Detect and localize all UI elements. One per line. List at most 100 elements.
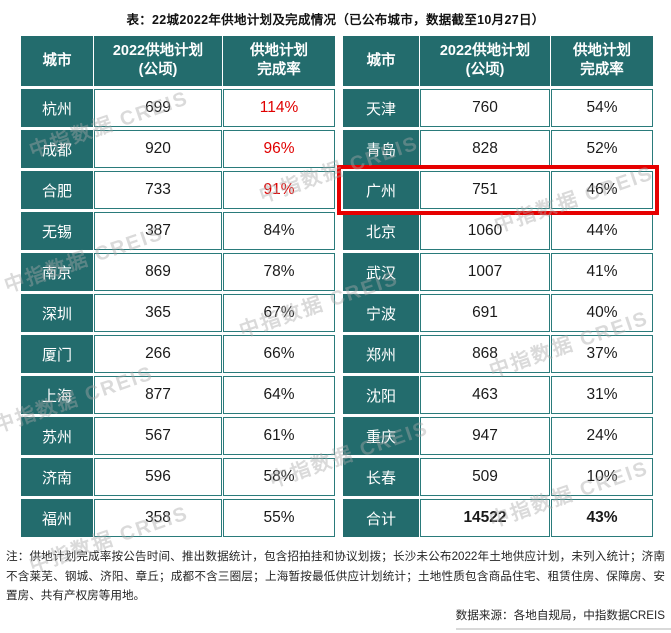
plan-cell: 463 bbox=[420, 376, 550, 414]
header-city-label: 城市 bbox=[366, 52, 396, 69]
rate-cell: 84% bbox=[223, 212, 335, 250]
plan-cell: 691 bbox=[420, 294, 550, 332]
tables-container: 城市 2022供地计划 (公顷) 供地计划 完成率 杭州 699 bbox=[20, 33, 659, 540]
header-plan-line2: (公顷) bbox=[138, 62, 178, 78]
plan-cell: 828 bbox=[420, 130, 550, 168]
header-plan: 2022供地计划 (公顷) bbox=[94, 36, 222, 86]
city-cell: 福州 bbox=[21, 499, 93, 537]
plan-cell: 751 bbox=[420, 171, 550, 209]
plan-cell: 868 bbox=[420, 335, 550, 373]
rate-cell: 52% bbox=[551, 130, 653, 168]
rate-cell: 43% bbox=[551, 499, 653, 537]
table-row: 长春 509 10% bbox=[343, 458, 653, 496]
city-cell: 武汉 bbox=[343, 253, 419, 291]
rate-cell: 78% bbox=[223, 253, 335, 291]
table-row: 武汉 1007 41% bbox=[343, 253, 653, 291]
table-row: 青岛 828 52% bbox=[343, 130, 653, 168]
city-cell: 上海 bbox=[21, 376, 93, 414]
rate-cell: 10% bbox=[551, 458, 653, 496]
header-city-label: 城市 bbox=[42, 52, 72, 69]
rate-cell: 40% bbox=[551, 294, 653, 332]
city-cell: 广州 bbox=[343, 171, 419, 209]
header-rate: 供地计划 完成率 bbox=[223, 36, 335, 86]
city-cell: 济南 bbox=[21, 458, 93, 496]
header-rate-line2: 完成率 bbox=[257, 62, 301, 78]
rate-cell: 46% bbox=[551, 171, 653, 209]
header-plan-line1: 2022供地计划 bbox=[112, 43, 204, 60]
land-supply-table-right: 城市 2022供地计划 (公顷) 供地计划 完成率 天津 760 bbox=[337, 33, 659, 540]
city-cell: 天津 bbox=[343, 89, 419, 127]
plan-cell: 920 bbox=[94, 130, 222, 168]
plan-cell: 358 bbox=[94, 499, 222, 537]
table-body-right: 天津 760 54% 青岛 828 52% 广州 751 46% bbox=[337, 89, 659, 537]
table-row: 郑州 868 37% bbox=[343, 335, 653, 373]
header-plan: 2022供地计划 (公顷) bbox=[420, 36, 550, 86]
city-cell: 成都 bbox=[21, 130, 93, 168]
rate-cell: 58% bbox=[223, 458, 335, 496]
table-row: 北京 1060 44% bbox=[343, 212, 653, 250]
plan-cell: 14522 bbox=[420, 499, 550, 537]
plan-cell: 733 bbox=[94, 171, 222, 209]
land-supply-table-left: 城市 2022供地计划 (公顷) 供地计划 完成率 杭州 699 bbox=[20, 33, 336, 540]
header-row: 城市 2022供地计划 (公顷) 供地计划 完成率 bbox=[343, 36, 653, 86]
header-city: 城市 bbox=[21, 36, 93, 86]
rate-cell: 55% bbox=[223, 499, 335, 537]
table-row: 南京 869 78% bbox=[21, 253, 335, 291]
table-row: 天津 760 54% bbox=[343, 89, 653, 127]
city-cell: 郑州 bbox=[343, 335, 419, 373]
header-rate-line1: 供地计划 bbox=[573, 43, 631, 60]
rate-cell: 91% bbox=[223, 171, 335, 209]
table-header: 城市 2022供地计划 (公顷) 供地计划 完成率 bbox=[343, 36, 653, 86]
rate-cell: 61% bbox=[223, 417, 335, 455]
city-cell: 苏州 bbox=[21, 417, 93, 455]
rate-cell: 37% bbox=[551, 335, 653, 373]
plan-cell: 387 bbox=[94, 212, 222, 250]
header-rate-line2: 完成率 bbox=[580, 62, 624, 78]
city-cell: 沈阳 bbox=[343, 376, 419, 414]
plan-cell: 947 bbox=[420, 417, 550, 455]
city-cell: 南京 bbox=[21, 253, 93, 291]
header-row: 城市 2022供地计划 (公顷) 供地计划 完成率 bbox=[21, 36, 335, 86]
city-cell: 合计 bbox=[343, 499, 419, 537]
plan-cell: 699 bbox=[94, 89, 222, 127]
rate-cell: 67% bbox=[223, 294, 335, 332]
city-cell: 长春 bbox=[343, 458, 419, 496]
city-cell: 北京 bbox=[343, 212, 419, 250]
table-row: 无锡 387 84% bbox=[21, 212, 335, 250]
table-row: 上海 877 64% bbox=[21, 376, 335, 414]
table-row: 福州 358 55% bbox=[21, 499, 335, 537]
rate-cell: 66% bbox=[223, 335, 335, 373]
city-cell: 青岛 bbox=[343, 130, 419, 168]
page-title: 表：22城2022年供地计划及完成情况（已公布城市，数据截至10月27日） bbox=[126, 13, 545, 27]
data-source: 数据来源：各地自规局，中指数据CREIS bbox=[455, 609, 665, 622]
table-header: 城市 2022供地计划 (公顷) 供地计划 完成率 bbox=[21, 36, 335, 86]
city-cell: 无锡 bbox=[21, 212, 93, 250]
header-rate-line1: 供地计划 bbox=[250, 43, 308, 60]
header-rate: 供地计划 完成率 bbox=[551, 36, 653, 86]
table-row: 合肥 733 91% bbox=[21, 171, 335, 209]
plan-cell: 869 bbox=[94, 253, 222, 291]
table-row: 苏州 567 61% bbox=[21, 417, 335, 455]
table-body-left: 杭州 699 114% 成都 920 96% 合肥 733 91% bbox=[21, 89, 335, 537]
plan-cell: 1060 bbox=[420, 212, 550, 250]
table-row: 杭州 699 114% bbox=[21, 89, 335, 127]
city-cell: 杭州 bbox=[21, 89, 93, 127]
city-cell: 厦门 bbox=[21, 335, 93, 373]
city-cell: 重庆 bbox=[343, 417, 419, 455]
rate-cell: 31% bbox=[551, 376, 653, 414]
table-row: 宁波 691 40% bbox=[343, 294, 653, 332]
rate-cell: 44% bbox=[551, 212, 653, 250]
plan-cell: 365 bbox=[94, 294, 222, 332]
plan-cell: 567 bbox=[94, 417, 222, 455]
table-row: 深圳 365 67% bbox=[21, 294, 335, 332]
plan-cell: 266 bbox=[94, 335, 222, 373]
table-row: 广州 751 46% bbox=[337, 165, 659, 215]
city-cell: 深圳 bbox=[21, 294, 93, 332]
plan-cell: 760 bbox=[420, 89, 550, 127]
rate-cell: 96% bbox=[223, 130, 335, 168]
table-row: 厦门 266 66% bbox=[21, 335, 335, 373]
plan-cell: 877 bbox=[94, 376, 222, 414]
rate-cell: 24% bbox=[551, 417, 653, 455]
table-row: 重庆 947 24% bbox=[343, 417, 653, 455]
header-plan-line2: (公顷) bbox=[465, 62, 505, 78]
